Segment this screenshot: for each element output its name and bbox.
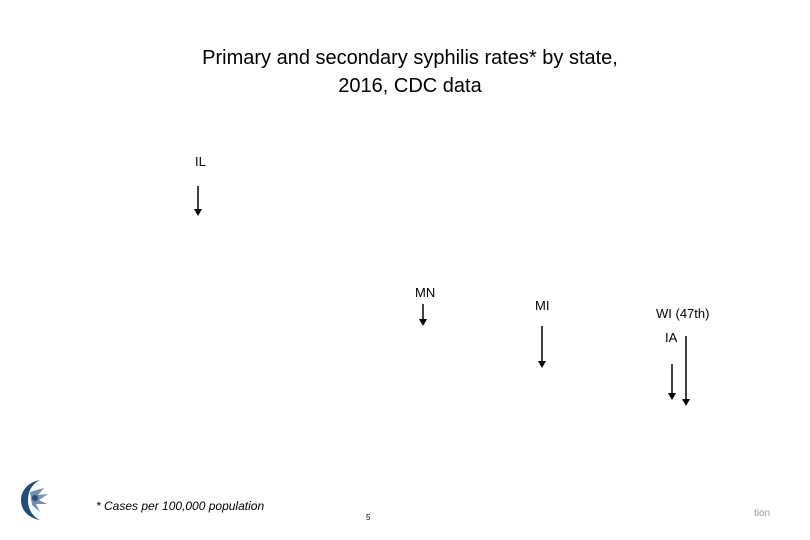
- footer-text-fragment: tion: [754, 508, 771, 519]
- chart-title: Primary and secondary syphilis rates* by…: [60, 44, 760, 100]
- state-label-il: IL: [195, 154, 206, 169]
- state-label-wi: WI (47th): [656, 306, 710, 321]
- arrow-down-icon: [193, 186, 203, 216]
- cdc-eagle-logo-icon: [18, 478, 52, 522]
- footnote: * Cases per 100,000 population: [96, 499, 265, 513]
- arrow-down-icon: [418, 304, 428, 326]
- title-line-2: 2016, CDC data: [338, 75, 482, 97]
- state-label-mn: MN: [415, 285, 436, 300]
- arrow-down-icon: [667, 364, 677, 400]
- page-number: 5: [366, 513, 371, 522]
- state-label-ia: IA: [665, 330, 678, 345]
- arrow-down-icon: [537, 326, 547, 368]
- arrow-down-icon: [681, 336, 691, 406]
- state-label-mi: MI: [535, 298, 550, 313]
- title-line-1: Primary and secondary syphilis rates* by…: [202, 47, 618, 69]
